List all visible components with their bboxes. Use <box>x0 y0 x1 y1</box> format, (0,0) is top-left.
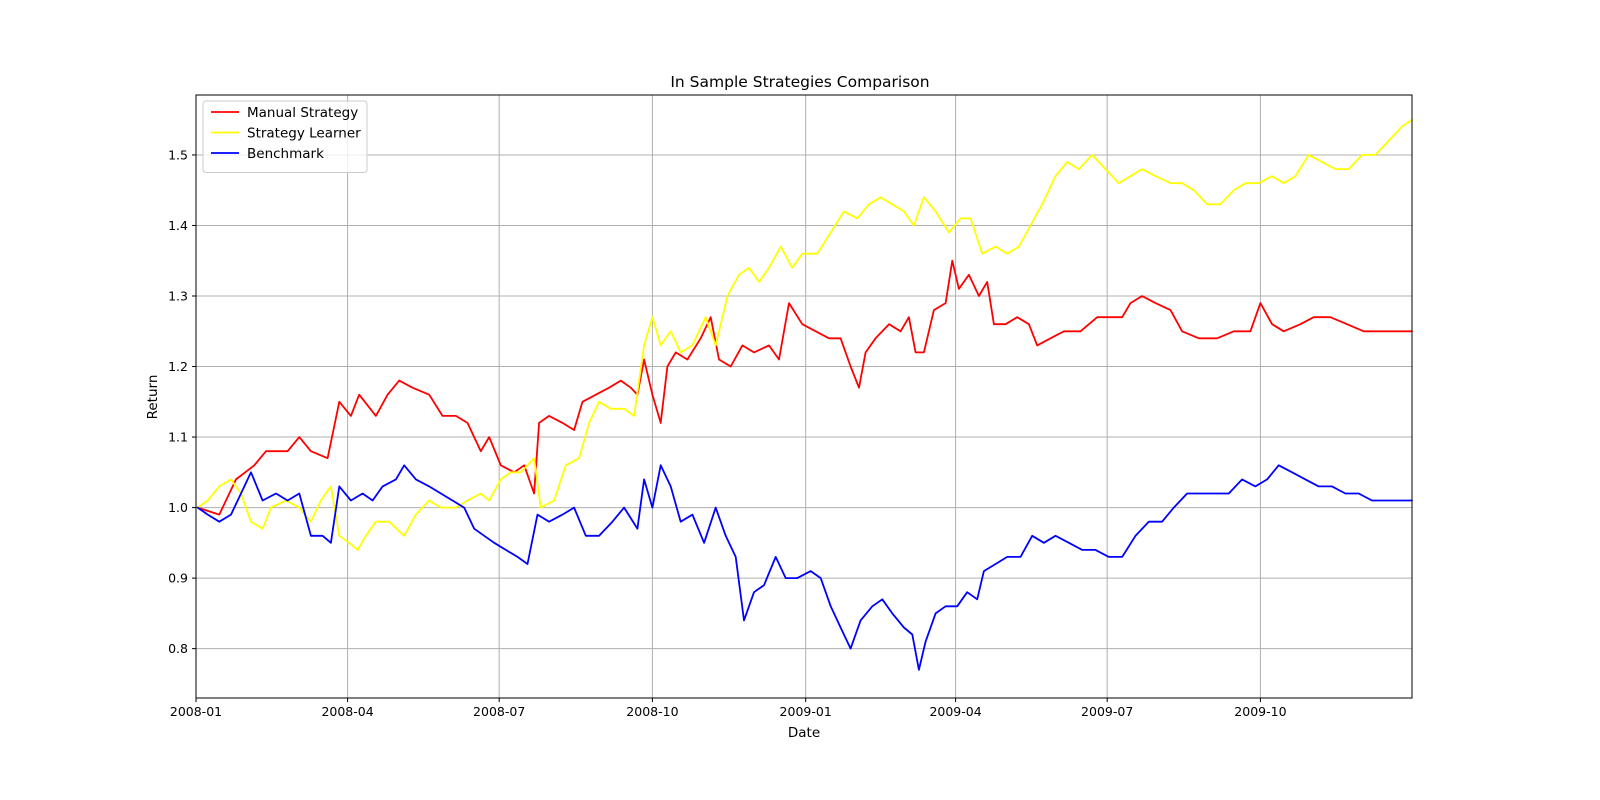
x-axis: 2008-01 2008-04 2008-07 2008-10 2009-01 2009-… <box>170 698 1287 719</box>
y-tick-label: 1.0 <box>168 500 188 515</box>
series-line-benchmark <box>196 464 1413 671</box>
chart-title: In Sample Strategies Comparison <box>670 73 929 91</box>
x-tick-label: 2009-10 <box>1234 704 1286 719</box>
x-tick-label: 2009-01 <box>780 704 832 719</box>
x-tick-label: 2009-04 <box>929 704 981 719</box>
y-axis-label: Return <box>145 375 161 420</box>
series-line-manual-strategy <box>196 259 1413 516</box>
legend-label: Benchmark <box>247 146 324 162</box>
x-tick-label: 2008-07 <box>473 704 525 719</box>
x-axis-label: Date <box>788 725 820 741</box>
y-tick-label: 1.5 <box>168 147 188 162</box>
x-tick-label: 2008-01 <box>170 704 222 719</box>
series-lines <box>196 118 1413 671</box>
series-line-strategy-learner <box>196 118 1413 551</box>
y-axis: 0.8 0.9 1.0 1.1 1.2 1.3 1.4 1.5 <box>168 147 196 656</box>
legend-label: Manual Strategy <box>247 105 358 121</box>
legend-label: Strategy Learner <box>247 126 361 142</box>
grid <box>195 95 1412 698</box>
y-tick-label: 1.1 <box>168 430 188 445</box>
x-tick-label: 2008-04 <box>321 704 373 719</box>
x-tick-label: 2009-07 <box>1081 704 1133 719</box>
legend: Manual Strategy Strategy Learner Benchmark <box>202 100 368 173</box>
y-tick-label: 1.2 <box>168 359 188 374</box>
y-tick-label: 0.9 <box>168 571 188 586</box>
y-tick-label: 1.3 <box>168 289 188 304</box>
y-tick-label: 0.8 <box>168 641 188 656</box>
plot-frame <box>195 94 1413 699</box>
x-tick-label: 2008-10 <box>626 704 678 719</box>
legend-box <box>202 100 368 173</box>
y-tick-label: 1.4 <box>168 218 188 233</box>
